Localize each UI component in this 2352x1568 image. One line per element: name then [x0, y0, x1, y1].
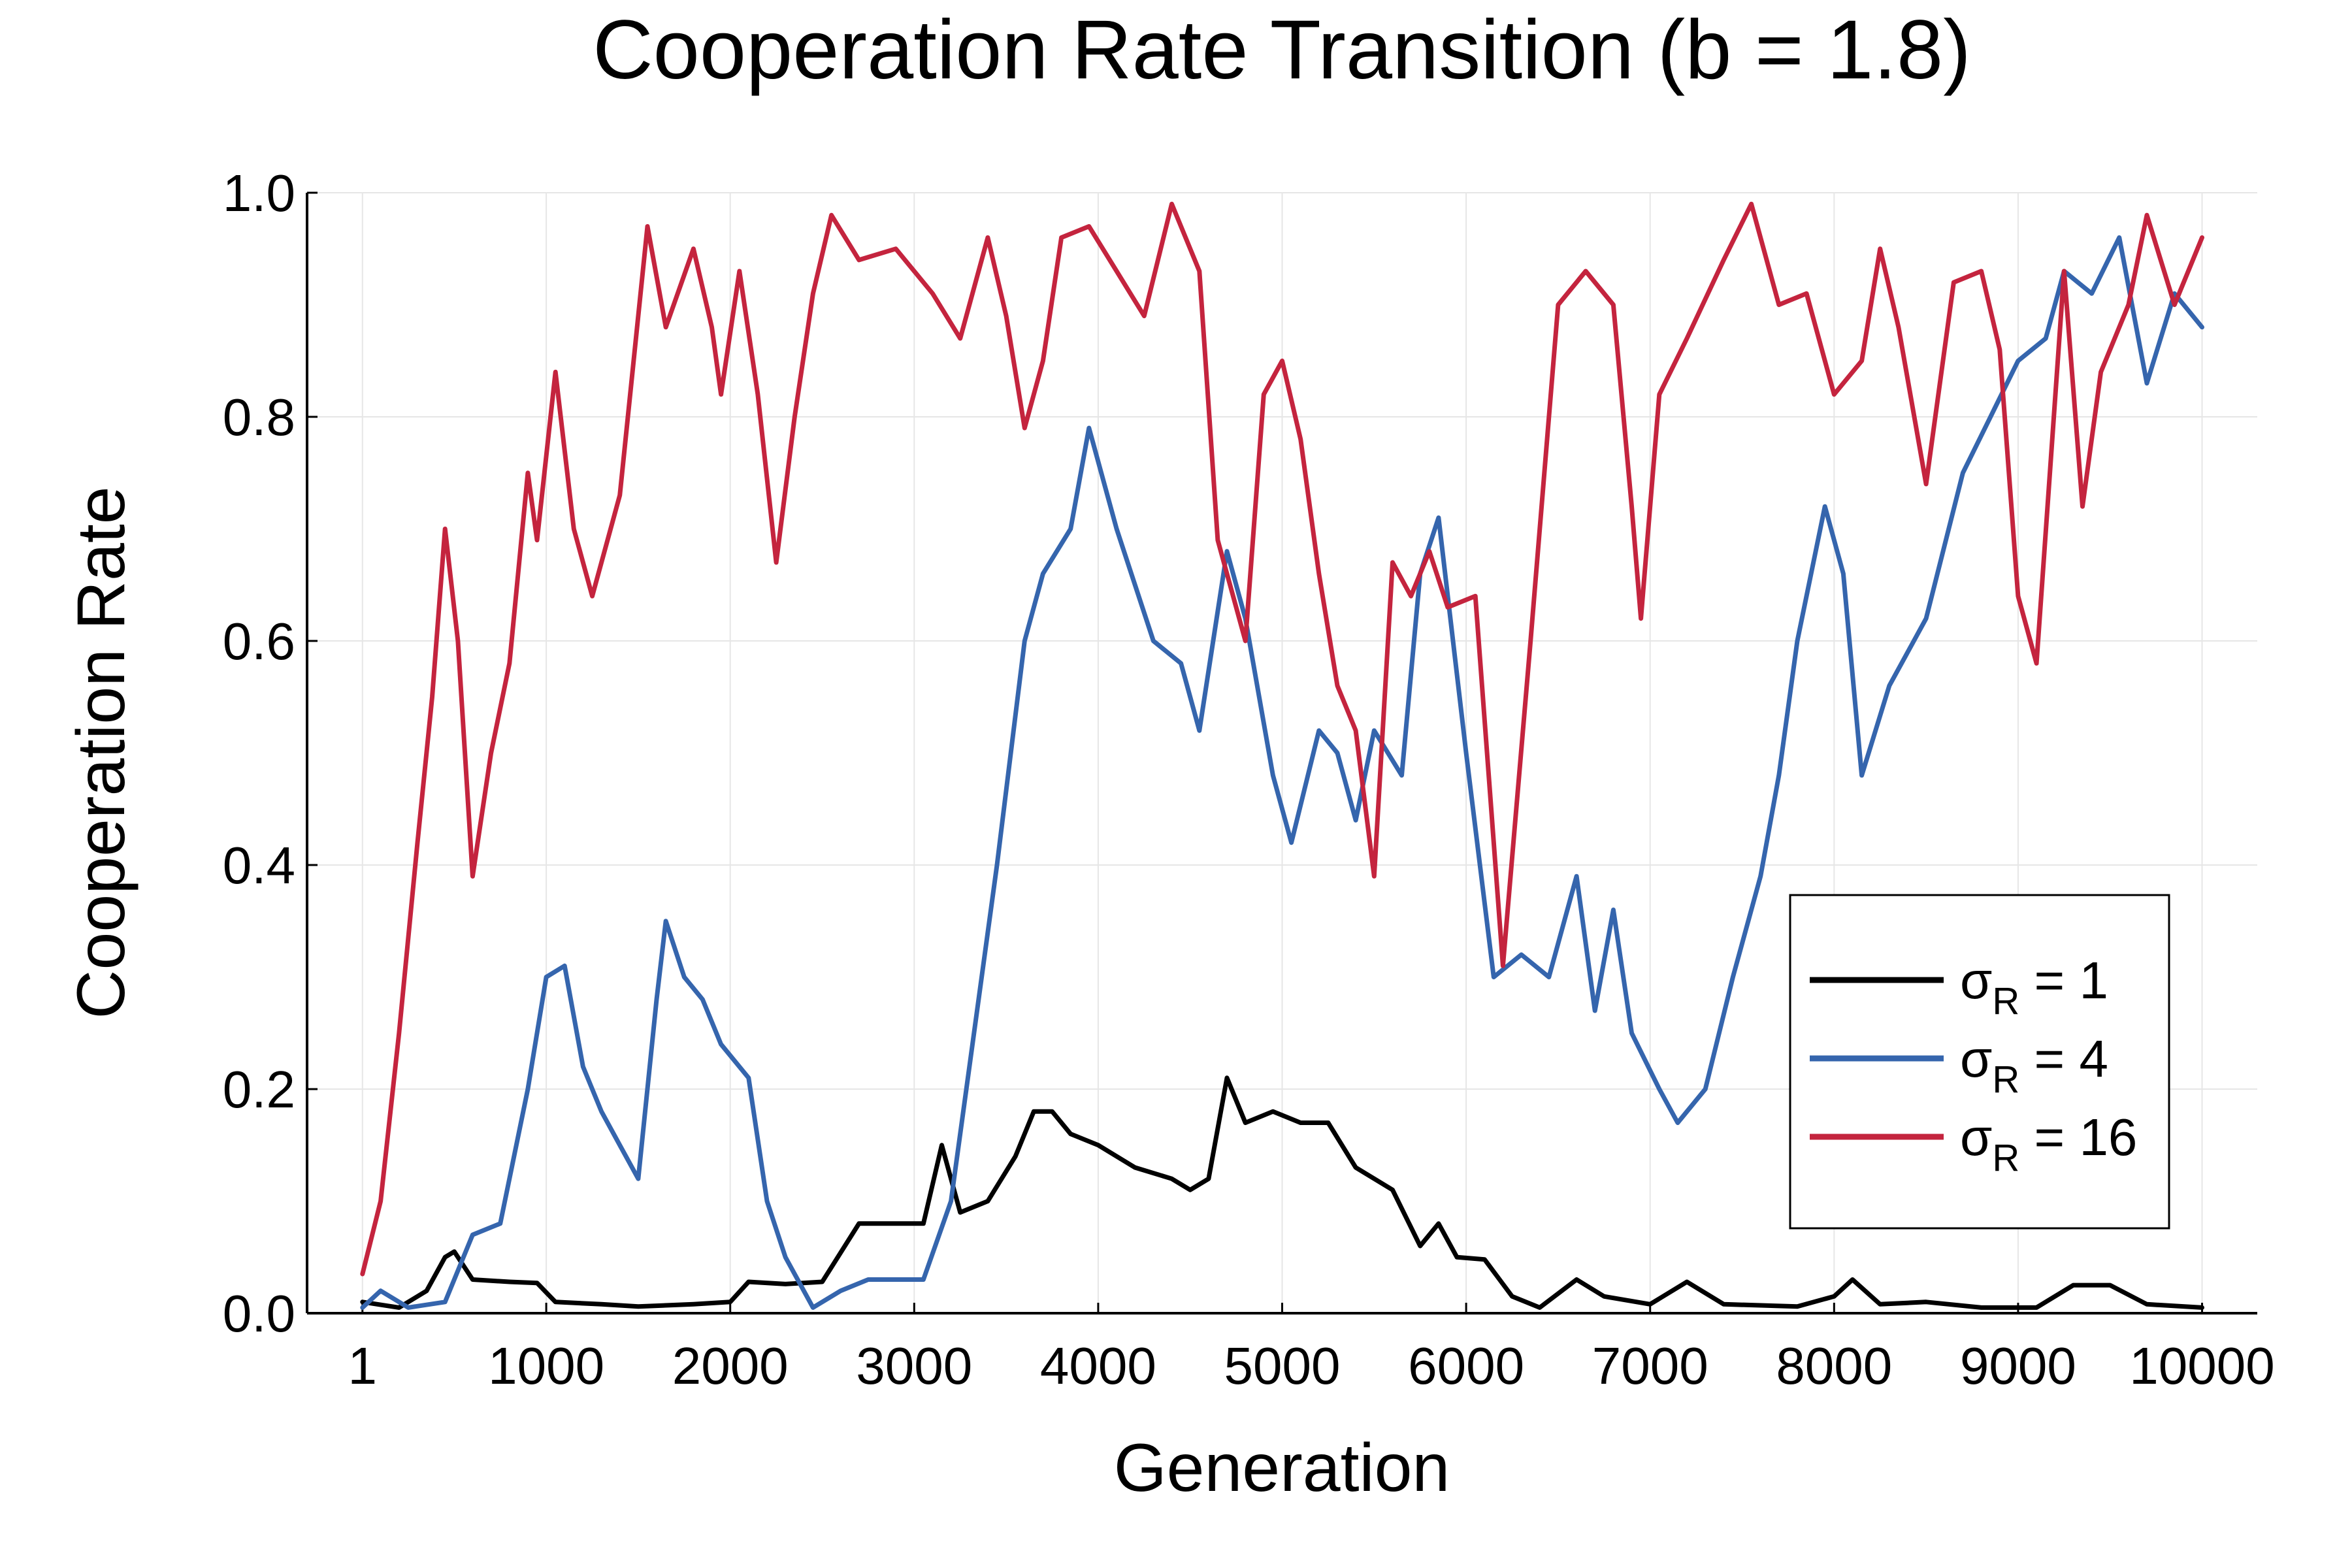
y-tick-label: 0.6: [223, 612, 295, 670]
y-axis-label: Cooperation Rate: [63, 486, 139, 1019]
x-tick-label: 5000: [1224, 1337, 1341, 1395]
x-tick-label: 6000: [1408, 1337, 1524, 1395]
legend-box: [1789, 894, 2170, 1230]
series-lines: [360, 201, 2204, 1310]
legend: σR = 1σR = 4σR = 16: [1789, 894, 2170, 1230]
legend-label-value: = 16: [2019, 1108, 2137, 1166]
x-tick-label: 9000: [1960, 1337, 2076, 1395]
chart-title: Cooperation Rate Transition (b = 1.8): [593, 3, 1971, 97]
legend-label-3: σR = 16: [1960, 1108, 2137, 1179]
y-tick-label: 1.0: [223, 164, 295, 222]
x-tick-label: 1: [348, 1337, 378, 1395]
series-line-2: [360, 235, 2204, 1310]
y-tick-label: 0.0: [223, 1284, 295, 1343]
x-axis-label: Generation: [1114, 1430, 1450, 1506]
legend-label-2: σR = 4: [1960, 1030, 2108, 1101]
legend-label-value: = 1: [2019, 951, 2108, 1009]
legend-label-subscript: R: [1992, 1137, 2019, 1179]
x-tick-label: 7000: [1592, 1337, 1708, 1395]
x-tick-label: 8000: [1776, 1337, 1892, 1395]
legend-label-sigma: σ: [1960, 951, 1992, 1009]
legend-label-sigma: σ: [1960, 1030, 1992, 1088]
legend-label-sigma: σ: [1960, 1108, 1992, 1166]
series-line-1: [360, 1075, 2204, 1310]
series-line-3: [360, 201, 2204, 1277]
x-tick-label: 4000: [1040, 1337, 1156, 1395]
legend-label-value: = 4: [2019, 1030, 2108, 1088]
x-tick-label: 1000: [488, 1337, 604, 1395]
legend-label-1: σR = 1: [1960, 951, 2108, 1022]
x-tick-label: 10000: [2129, 1337, 2274, 1395]
x-tick-label: 2000: [672, 1337, 789, 1395]
y-tick-label: 0.8: [223, 388, 295, 446]
y-tick-label: 0.2: [223, 1060, 295, 1119]
legend-label-subscript: R: [1992, 980, 2019, 1022]
legend-label-subscript: R: [1992, 1058, 2019, 1101]
y-tick-label: 0.4: [223, 836, 295, 894]
x-tick-label: 3000: [856, 1337, 972, 1395]
axis-ticks: 1 1000 2000 3000 4000 5000 6000 7000 8000 9000 100…: [223, 164, 2275, 1395]
